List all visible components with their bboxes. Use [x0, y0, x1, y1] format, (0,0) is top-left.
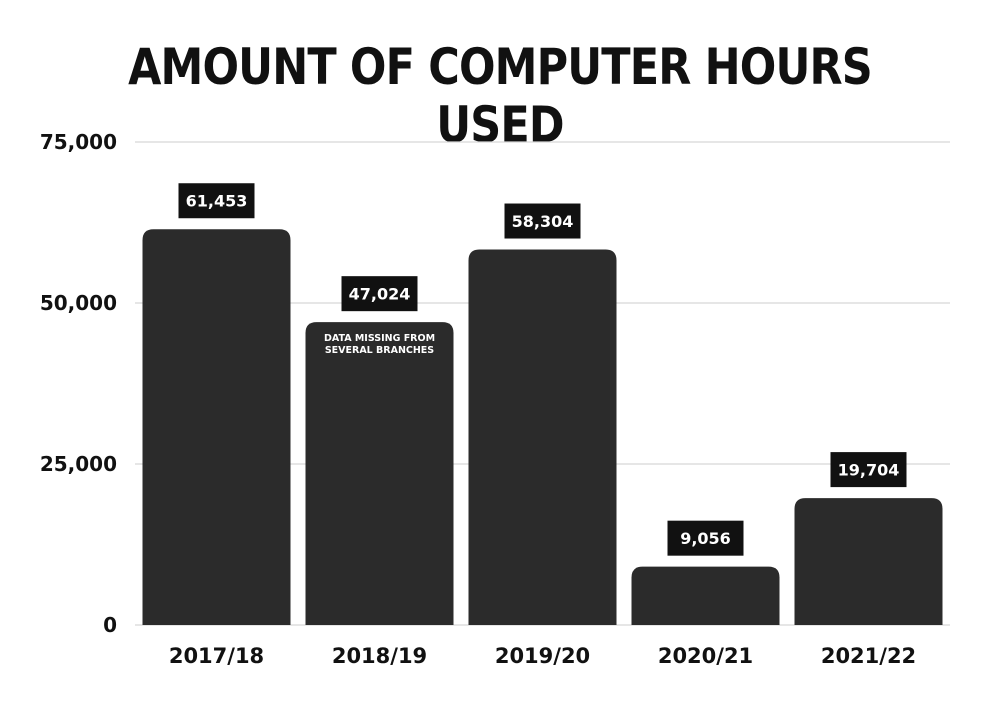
value-label-box	[341, 276, 418, 312]
bar-2019-20	[468, 249, 617, 625]
category-label: 2018/19	[332, 644, 427, 668]
bar-2021-22	[794, 498, 943, 625]
bar-2020-21	[631, 566, 780, 625]
category-label: 2020/21	[658, 644, 753, 668]
bar-2018-19	[305, 322, 454, 625]
y-tick-label: 75,000	[40, 130, 117, 154]
bars	[142, 229, 943, 625]
bar-annotation-line: DATA MISSING FROM	[324, 333, 435, 344]
value-label: 19,704	[838, 461, 900, 480]
value-label-box	[504, 203, 581, 239]
value-label: 61,453	[186, 192, 248, 211]
x-axis-categories: 2017/18 2018/19 2019/20 2020/21 2021/22	[169, 644, 916, 668]
value-label: 47,024	[349, 285, 411, 304]
y-tick-label: 25,000	[40, 452, 117, 476]
y-axis-ticks: 0 25,000 50,000 75,000	[40, 130, 117, 637]
chart-title: AMOUNT OF COMPUTER HOURS USED	[128, 38, 873, 154]
y-tick-label: 50,000	[40, 291, 117, 315]
y-tick-label: 0	[103, 613, 117, 637]
bar-2017-18	[142, 229, 291, 625]
value-label-box	[830, 452, 907, 488]
category-label: 2017/18	[169, 644, 264, 668]
value-label-box	[667, 520, 744, 556]
category-label: 2019/20	[495, 644, 590, 668]
value-label: 58,304	[512, 212, 574, 231]
value-label: 9,056	[680, 529, 731, 548]
category-label: 2021/22	[821, 644, 916, 668]
bar-annotation-line: SEVERAL BRANCHES	[325, 345, 434, 356]
value-label-box	[178, 183, 255, 219]
